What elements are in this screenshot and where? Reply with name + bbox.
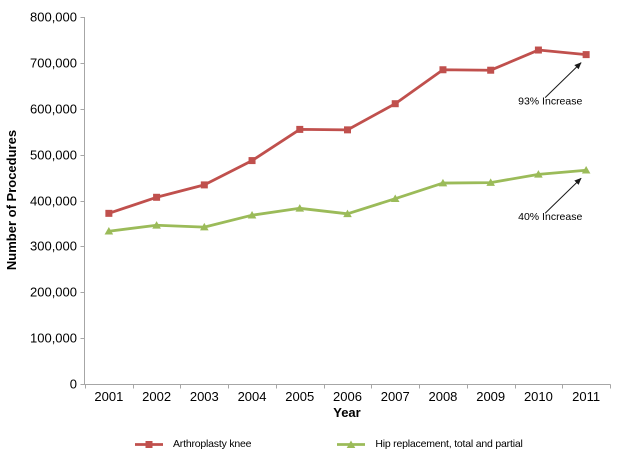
legend-triangle-marker-icon (337, 440, 366, 448)
y-tick-label: 800,000 (30, 10, 77, 25)
x-tick-label: 2001 (94, 389, 123, 404)
data-point-square (582, 51, 590, 59)
annotation-arrow-1 (544, 177, 582, 214)
x-tick-label: 2008 (428, 389, 457, 404)
legend-label-arthroplasty-knee: Arthroplasty knee (173, 438, 252, 450)
legend-label-hip-replacement: Hip replacement, total and partial (375, 438, 523, 450)
legend-entry-arthroplasty-knee: Arthroplasty knee (135, 438, 252, 450)
x-tick-label: 2009 (476, 389, 505, 404)
x-tick-label: 2005 (285, 389, 314, 404)
data-point-square (439, 66, 447, 74)
data-point-square (296, 125, 304, 133)
x-tick-label: 2002 (142, 389, 171, 404)
data-point-triangle (534, 170, 543, 178)
annotation-text-1: 40% Increase (518, 211, 582, 223)
x-tick-label: 2006 (333, 389, 362, 404)
series-line-hip-replacement-total-and-partial (107, 168, 588, 233)
data-point-square (344, 126, 351, 134)
y-tick-label: 300,000 (30, 239, 77, 254)
series-arthroplasty-knee (105, 46, 590, 217)
x-tick-label: 2010 (524, 389, 553, 404)
data-point-square (200, 181, 208, 189)
y-tick-label: 100,000 (30, 331, 77, 346)
legend-square-marker-icon (135, 440, 163, 448)
y-axis-title: Number of Procedures (4, 130, 19, 270)
y-tick-label: 200,000 (30, 285, 77, 300)
data-point-square (153, 193, 161, 201)
x-tick-label: 2004 (238, 389, 267, 404)
y-tick-label: 0 (70, 377, 77, 392)
data-point-triangle (200, 222, 209, 231)
y-tick-label: 500,000 (30, 148, 77, 163)
data-point-triangle (247, 210, 257, 219)
annotations-group: 93% Increase 40% Increase (518, 62, 583, 223)
data-point-triangle (295, 204, 305, 212)
data-point-triangle (581, 166, 591, 174)
data-point-triangle (104, 227, 114, 235)
legend: Arthroplasty knee Hip replacement, total… (135, 438, 523, 450)
data-point-triangle (486, 178, 495, 186)
x-tick-label: 2011 (572, 389, 600, 404)
data-point-square (487, 66, 495, 74)
data-point-square (391, 100, 399, 108)
series-group (104, 46, 591, 235)
data-point-triangle (152, 221, 161, 229)
series-hip-replacement-total-and-partial (104, 166, 591, 235)
data-point-triangle (343, 209, 352, 218)
x-tick-label: 2003 (190, 389, 219, 404)
axes: 0 100,000 200,000 300,000 400,000 500,000 600,… (30, 10, 611, 404)
x-axis-title: Year (333, 405, 360, 420)
y-tick-label: 400,000 (30, 194, 77, 209)
y-tick-label: 600,000 (30, 102, 77, 117)
data-point-square (105, 209, 113, 217)
data-point-square (534, 46, 542, 54)
data-point-triangle (390, 194, 400, 202)
y-tick-label: 700,000 (30, 56, 77, 71)
x-tick-label: 2007 (381, 389, 410, 404)
legend-entry-hip-replacement: Hip replacement, total and partial (337, 438, 523, 450)
annotation-arrow-0 (544, 62, 582, 98)
annotation-text-0: 93% Increase (518, 96, 582, 108)
data-point-triangle (438, 178, 448, 187)
data-point-square (248, 157, 256, 165)
